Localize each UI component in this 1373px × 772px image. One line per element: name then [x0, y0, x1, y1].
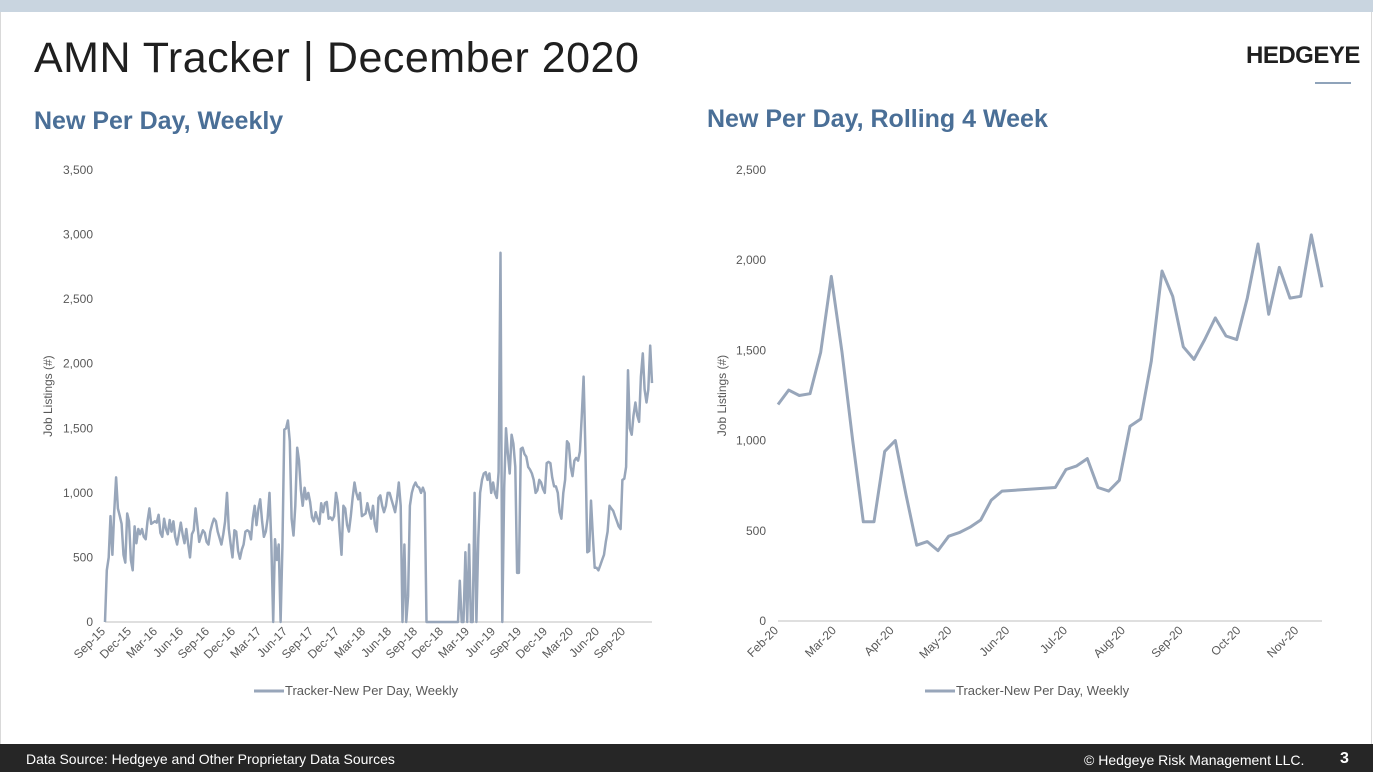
legend-label: Tracker-New Per Day, Weekly	[285, 683, 459, 698]
x-tick-label: Aug-20	[1091, 623, 1128, 660]
y-tick-label: 0	[759, 614, 766, 628]
y-tick-label: 1,500	[63, 421, 93, 435]
chart-weekly: 0 500 1,000 1,500 2,000 2,500 3,000 3,500 Job Li…	[41, 163, 654, 698]
y-tick-label: 3,000	[63, 228, 93, 242]
legend-label: Tracker-New Per Day, Weekly	[956, 683, 1130, 698]
y-tick-label: 1,000	[63, 486, 93, 500]
series-line	[776, 233, 1324, 553]
slide-frame	[0, 12, 1372, 744]
y-tick-label: 1,000	[736, 434, 766, 448]
series-line	[103, 251, 654, 624]
x-tick-label: May-20	[916, 623, 954, 661]
logo-underline	[1315, 82, 1351, 84]
chart-weekly-title: New Per Day, Weekly	[34, 107, 284, 135]
y-tick-label: 1,500	[736, 343, 766, 357]
x-tick-label: Apr-20	[861, 623, 897, 659]
x-tick-label: Jun-20	[976, 623, 1012, 659]
x-tick-label: Sep-20	[1148, 623, 1185, 660]
x-tick-label: Oct-20	[1208, 623, 1244, 659]
y-tick-label: 2,500	[736, 163, 766, 177]
y-axis-label: Job Listings (#)	[715, 355, 729, 436]
y-tick-label: 2,000	[736, 253, 766, 267]
chart-rolling: 0 500 1,000 1,500 2,000 2,500 Job Listings (#)…	[715, 163, 1324, 698]
y-tick-label: 2,000	[63, 357, 93, 371]
y-tick-label: 2,500	[63, 292, 93, 306]
y-axis-label: Job Listings (#)	[41, 355, 55, 436]
data-source-text: Data Source: Hedgeye and Other Proprieta…	[26, 751, 395, 767]
hedgeye-logo: HEDGEYE	[1246, 42, 1360, 69]
y-tick-label: 0	[86, 615, 93, 629]
copyright-text: © Hedgeye Risk Management LLC.	[1084, 752, 1305, 768]
page-number: 3	[1340, 750, 1349, 767]
chart-rolling-title: New Per Day, Rolling 4 Week	[707, 105, 1048, 133]
y-tick-label: 500	[746, 524, 766, 538]
slide-title: AMN Tracker | December 2020	[34, 34, 640, 82]
y-tick-label: 3,500	[63, 163, 93, 177]
y-tick-label: 500	[73, 550, 93, 564]
x-tick-label: Nov-20	[1264, 623, 1301, 660]
top-accent-bar	[0, 0, 1373, 12]
x-tick-label: Jul-20	[1037, 623, 1070, 656]
footer-bar: Data Source: Hedgeye and Other Proprieta…	[0, 744, 1373, 772]
x-tick-label: Mar-20	[802, 623, 839, 660]
x-tick-label: Feb-20	[744, 623, 781, 660]
